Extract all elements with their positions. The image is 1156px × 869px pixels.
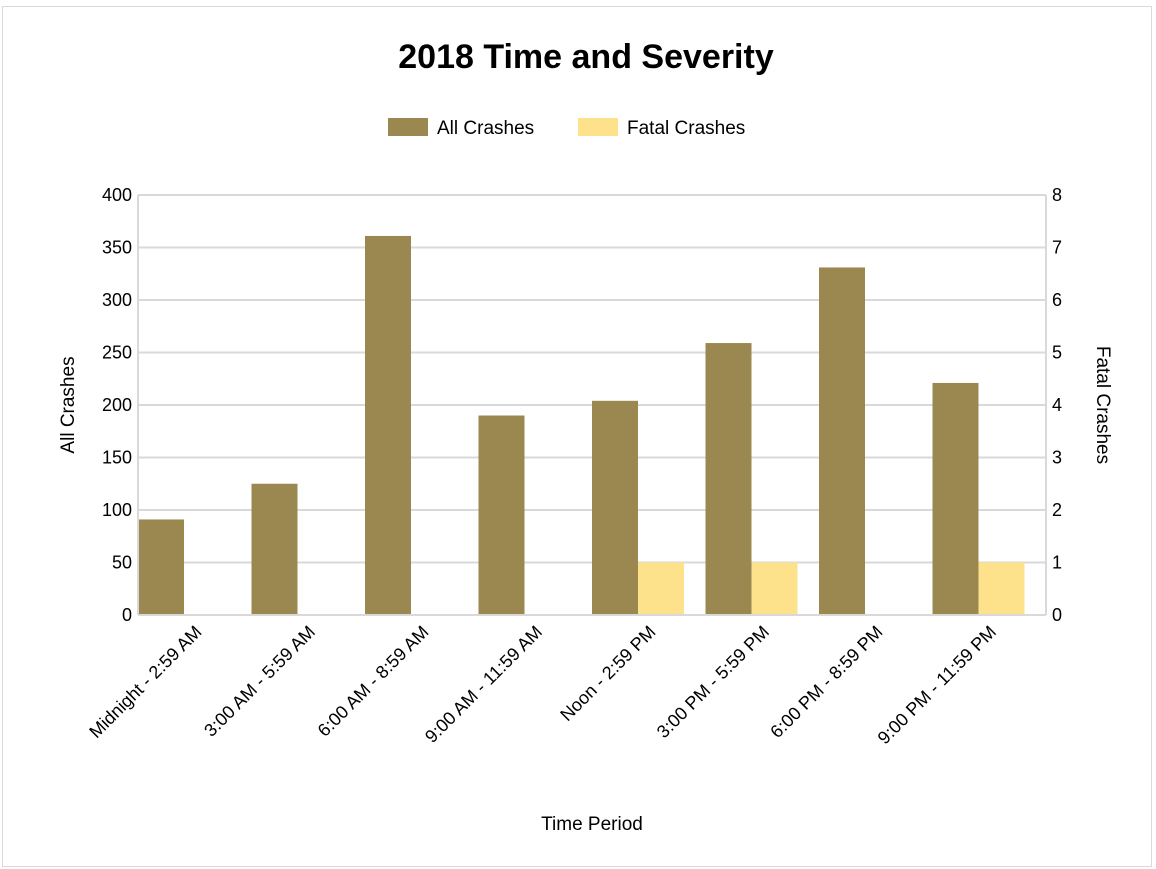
y-left-tick-label: 400 (102, 185, 132, 205)
y-right-tick-label: 7 (1052, 238, 1062, 258)
y-right-tick-label: 3 (1052, 448, 1062, 468)
bar-all-crashes (138, 519, 184, 615)
legend-label-all-crashes: All Crashes (437, 118, 534, 139)
bar-all-crashes (251, 483, 298, 615)
legend-swatch-fatal-crashes (578, 118, 618, 136)
bar-all-crashes (705, 343, 752, 615)
chart-title: 2018 Time and Severity (398, 38, 774, 76)
y-right-tick-label: 2 (1052, 500, 1062, 520)
x-tick-label: 9:00 AM - 11:59 AM (421, 622, 546, 747)
y-right-tick-label: 6 (1052, 290, 1062, 310)
y-left-tick-label: 350 (102, 238, 132, 258)
y-left-tick-label: 100 (102, 500, 132, 520)
x-tick-label: Midnight - 2:59 AM (85, 622, 205, 742)
legend-label-fatal-crashes: Fatal Crashes (627, 118, 745, 139)
bar-all-crashes (932, 382, 979, 615)
y-right-tick-label: 4 (1052, 395, 1062, 415)
bar-all-crashes (478, 415, 525, 615)
x-tick-label: 9:00 PM - 11:59 PM (874, 622, 1000, 748)
legend-swatch-all-crashes (388, 118, 428, 136)
y-right-tick-label: 8 (1052, 185, 1062, 205)
y-right-tick-label: 1 (1052, 553, 1062, 573)
x-tick-label: 6:00 AM - 8:59 AM (314, 622, 433, 741)
y-left-tick-label: 50 (112, 553, 132, 573)
bar-all-crashes (819, 267, 865, 615)
x-tick-label: 3:00 AM - 5:59 AM (200, 622, 319, 741)
y-right-tick-label: 5 (1052, 343, 1062, 363)
y-right-tick-label: 0 (1052, 605, 1062, 625)
bar-fatal-crashes (978, 562, 1025, 615)
x-axis-title: Time Period (541, 814, 643, 835)
bar-fatal-crashes (751, 562, 798, 615)
y-axis-left-title: All Crashes (58, 356, 79, 453)
legend: All Crashes Fatal Crashes (388, 118, 745, 139)
bar-fatal-crashes (638, 562, 684, 615)
bar-all-crashes (592, 400, 638, 615)
y-left-tick-label: 200 (102, 395, 132, 415)
y-left-tick-label: 250 (102, 343, 132, 363)
bars (138, 235, 1025, 615)
y-axis-left-ticks: 0 50 100 150 200 250 300 350 400 (102, 185, 132, 625)
x-tick-label: Noon - 2:59 PM (556, 622, 659, 725)
bar-all-crashes (365, 235, 411, 615)
y-left-tick-label: 0 (122, 605, 132, 625)
y-left-tick-label: 150 (102, 448, 132, 468)
y-axis-right-title: Fatal Crashes (1092, 346, 1113, 464)
x-tick-label: 6:00 PM - 8:59 PM (766, 622, 886, 742)
axes (137, 195, 1047, 616)
x-axis-ticks: Midnight - 2:59 AM3:00 AM - 5:59 AM6:00 … (85, 622, 1000, 748)
x-tick-label: 3:00 PM - 5:59 PM (653, 622, 773, 742)
y-axis-right-ticks: 0 1 2 3 4 5 6 7 8 (1052, 185, 1062, 625)
y-left-tick-label: 300 (102, 290, 132, 310)
